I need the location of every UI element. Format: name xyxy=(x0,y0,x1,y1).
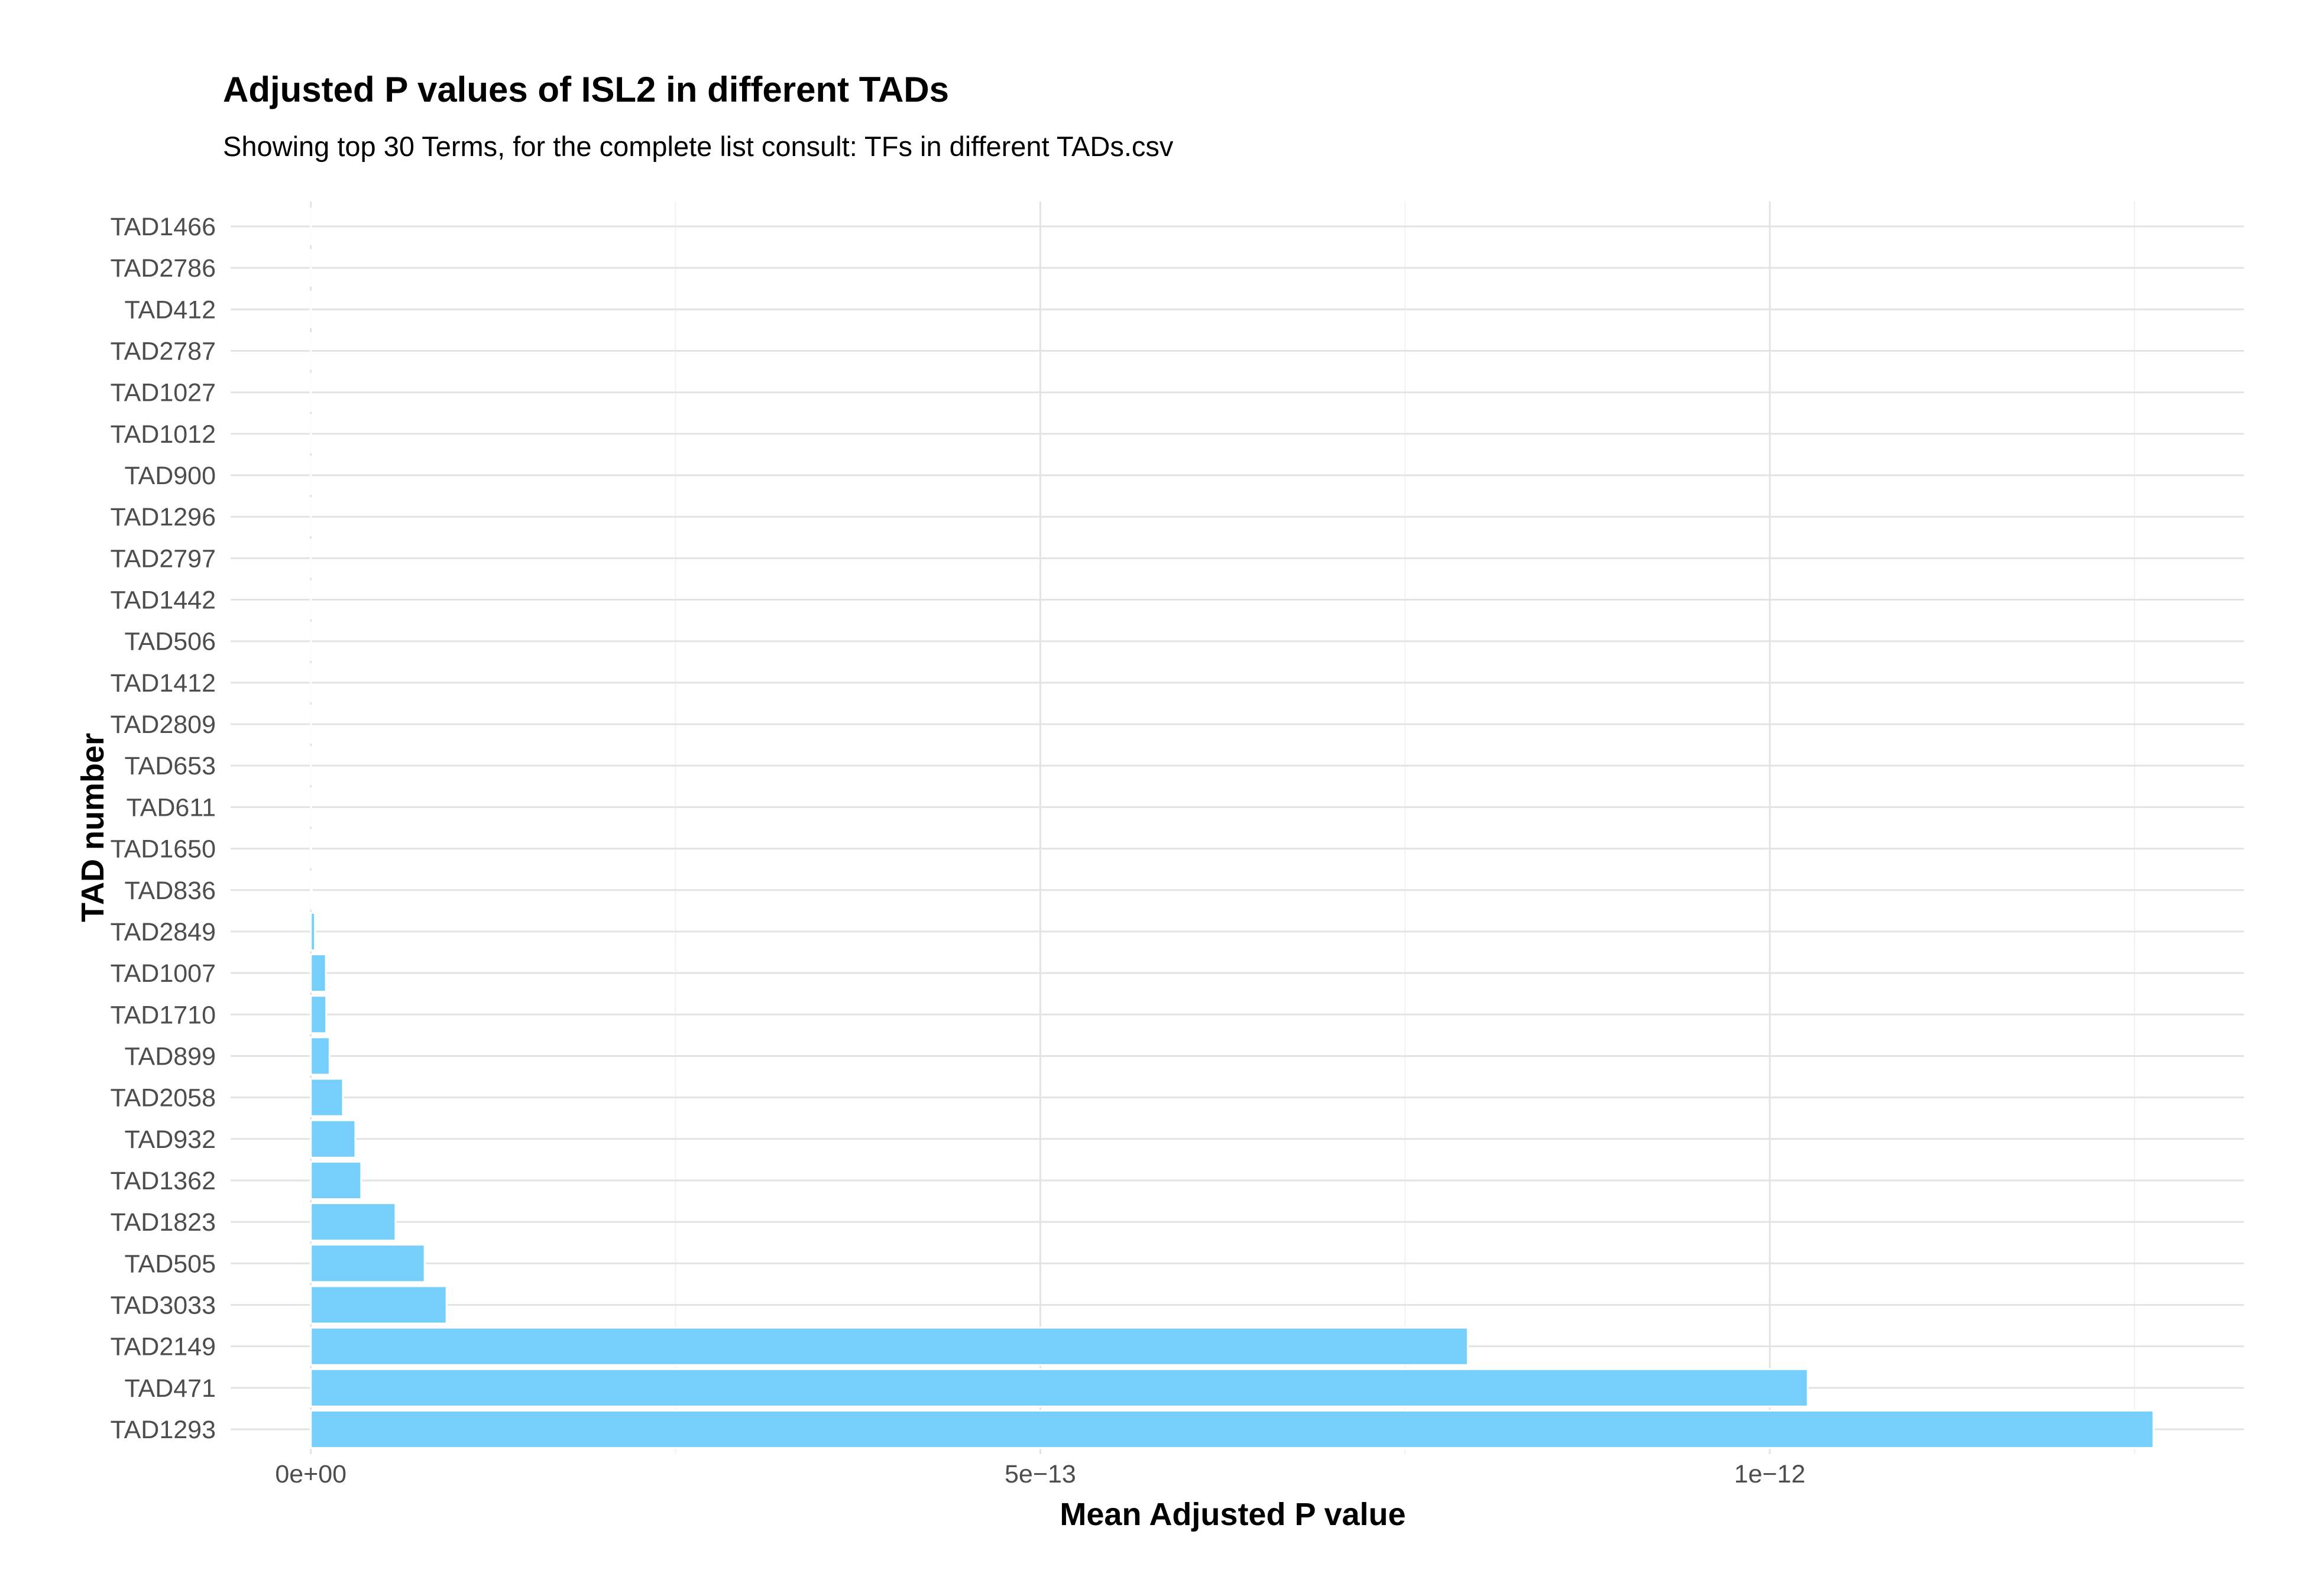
bar-TAD1007 xyxy=(310,953,327,993)
x-tick-label-2: 1e−12 xyxy=(1734,1460,1806,1488)
y-tick-label-TAD2849: TAD2849 xyxy=(111,918,216,946)
y-tick-label-TAD899: TAD899 xyxy=(124,1042,216,1071)
y-tick-label-TAD1823: TAD1823 xyxy=(111,1208,216,1237)
bar-TAD471 xyxy=(310,1368,1809,1407)
y-tick-label-TAD2149: TAD2149 xyxy=(111,1333,216,1361)
bar-TAD899 xyxy=(310,1036,331,1076)
y-tick-label-TAD2058: TAD2058 xyxy=(111,1084,216,1112)
y-tick-label-TAD3033: TAD3033 xyxy=(111,1291,216,1319)
y-tick-label-TAD1412: TAD1412 xyxy=(111,669,216,698)
bar-TAD1362 xyxy=(310,1160,362,1201)
y-tick-labels: TAD1466 TAD2786 TAD412 TAD2787 TAD1027 TAD101… xyxy=(111,213,216,1444)
y-tick-label-TAD1027: TAD1027 xyxy=(111,379,216,407)
bar-TAD836 xyxy=(310,870,313,910)
bar-TAD1710 xyxy=(310,995,328,1034)
y-tick-label-TAD836: TAD836 xyxy=(124,877,216,905)
y-tick-label-TAD653: TAD653 xyxy=(124,752,216,780)
x-tick-label-1: 5e−13 xyxy=(1005,1460,1076,1488)
bar-TAD2849 xyxy=(310,911,316,952)
y-tick-label-TAD412: TAD412 xyxy=(124,296,216,324)
y-tick-label-TAD2809: TAD2809 xyxy=(111,711,216,739)
y-tick-label-TAD2787: TAD2787 xyxy=(111,338,216,366)
gridlines xyxy=(231,201,2244,1455)
chart-title: Adjusted P values of ISL2 in different T… xyxy=(223,70,949,109)
y-tick-label-TAD1296: TAD1296 xyxy=(111,503,216,531)
y-tick-label-TAD611: TAD611 xyxy=(127,793,216,822)
x-tick-label-0: 0e+00 xyxy=(275,1460,346,1488)
y-tick-label-TAD1650: TAD1650 xyxy=(111,835,216,864)
y-tick-label-TAD505: TAD505 xyxy=(124,1250,216,1278)
x-tick-labels: 0e+00 5e−13 1e−12 xyxy=(275,1460,1805,1488)
y-axis-title: TAD number xyxy=(75,733,111,922)
y-tick-label-TAD2797: TAD2797 xyxy=(111,544,216,573)
y-tick-label-TAD932: TAD932 xyxy=(124,1125,216,1154)
y-tick-label-TAD1442: TAD1442 xyxy=(111,586,216,615)
y-tick-label-TAD471: TAD471 xyxy=(124,1374,216,1403)
bar-TAD3033 xyxy=(310,1285,448,1325)
chart-subtitle: Showing top 30 Terms, for the complete l… xyxy=(223,131,1174,162)
y-tick-label-TAD506: TAD506 xyxy=(124,628,216,656)
x-axis-title: Mean Adjusted P value xyxy=(1060,1497,1405,1532)
y-tick-label-TAD1710: TAD1710 xyxy=(111,1001,216,1029)
y-tick-label-TAD1466: TAD1466 xyxy=(111,213,216,241)
bar-TAD2149 xyxy=(310,1326,1469,1366)
bar-TAD505 xyxy=(310,1244,426,1283)
y-tick-label-TAD900: TAD900 xyxy=(124,462,216,490)
bar-TAD932 xyxy=(310,1119,357,1159)
y-tick-label-TAD1293: TAD1293 xyxy=(111,1416,216,1444)
y-tick-label-TAD2786: TAD2786 xyxy=(111,254,216,283)
y-tick-label-TAD1007: TAD1007 xyxy=(111,959,216,988)
bars xyxy=(310,206,2155,1449)
bar-TAD2058 xyxy=(310,1078,344,1117)
bar-TAD1823 xyxy=(310,1202,397,1242)
bar-TAD1293 xyxy=(310,1409,2155,1449)
y-tick-label-TAD1362: TAD1362 xyxy=(111,1167,216,1195)
y-tick-label-TAD1012: TAD1012 xyxy=(111,420,216,449)
